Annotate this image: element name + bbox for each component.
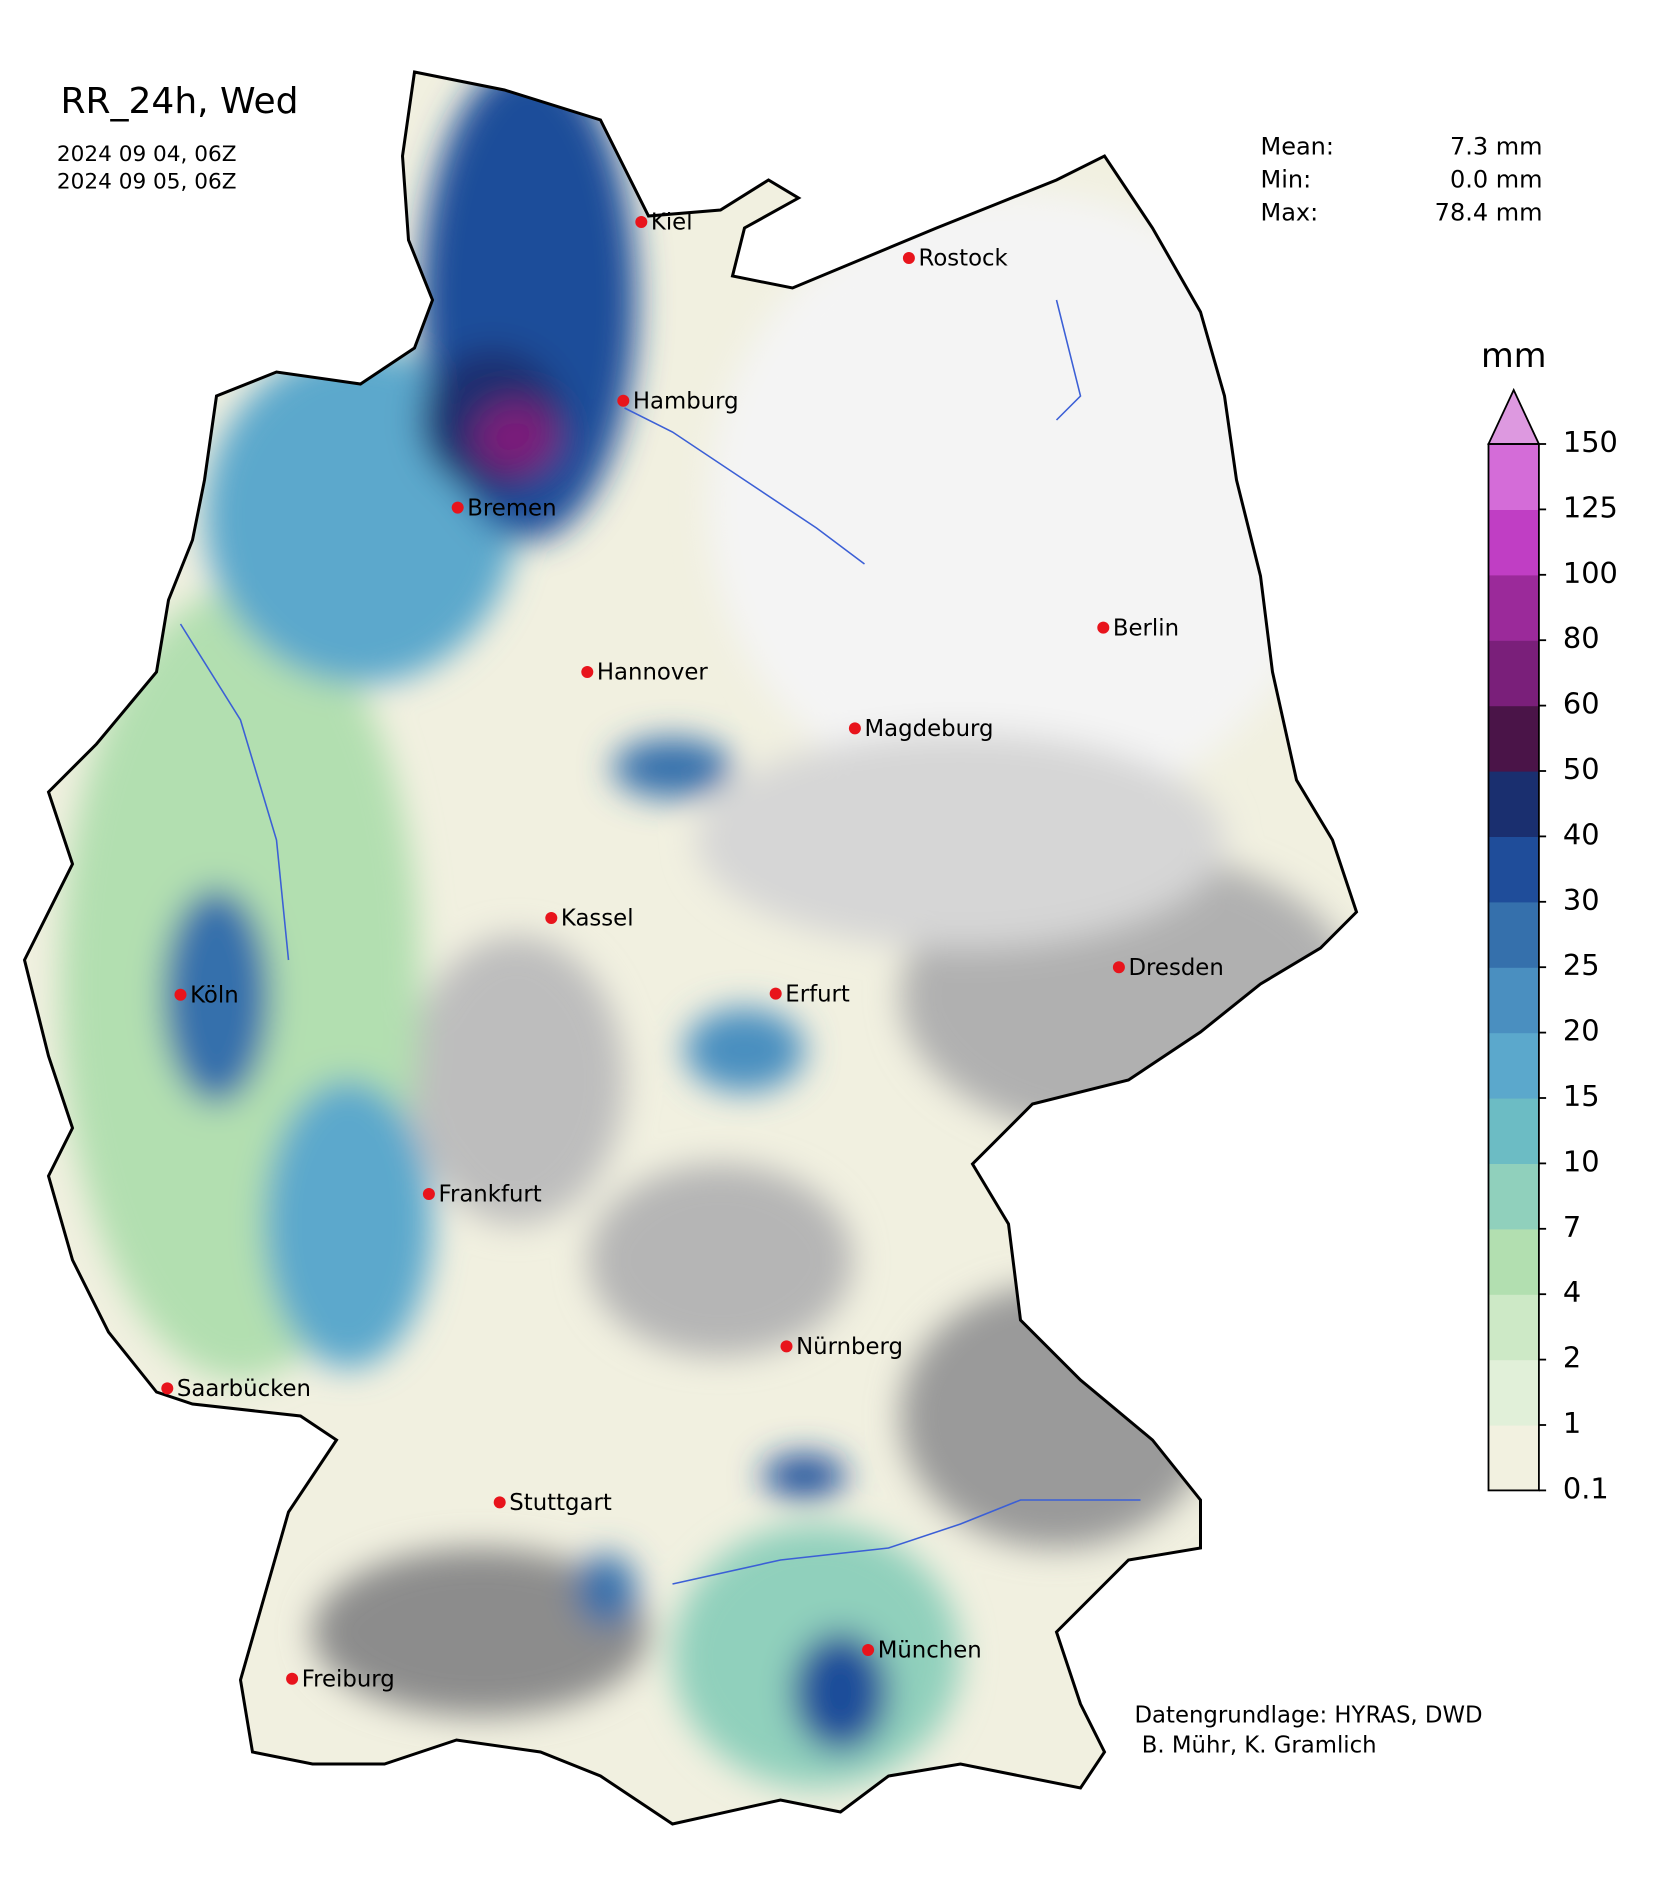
colorbar-tick-label: 7 [1563, 1210, 1581, 1244]
credit-line: Datengrundlage: HYRAS, DWD [1135, 1703, 1483, 1729]
city-label: Bremen [467, 495, 556, 521]
colorbar-segment [1488, 836, 1539, 903]
country-border [22, 70, 1359, 1826]
colorbar-tick-label: 0.1 [1563, 1471, 1609, 1505]
city-dot [902, 252, 915, 264]
city-label: Erfurt [785, 981, 850, 1007]
city-label: Dresden [1129, 955, 1224, 981]
stats: Mean: 7.3 mm Min: 0.0 mm Max: 78.4 mm [1261, 133, 1543, 227]
end-date: 2024 09 05, 06Z [57, 169, 237, 194]
colorbar-tick-label: 50 [1563, 752, 1600, 786]
city-dot [545, 912, 558, 924]
city-dot [161, 1382, 174, 1395]
city-label: Nürnberg [796, 1334, 903, 1360]
city-dot [769, 987, 782, 1000]
stat-value: 0.0 mm [1450, 166, 1543, 194]
colorbar-tick-label: 25 [1563, 948, 1600, 982]
colorbar: 0.1 1 2 4 7 10 15 20 25 30 40 50 60 80 100 125 150 mm [1481, 336, 1618, 1505]
colorbar-segment [1488, 1359, 1539, 1426]
title: RR_24h, Wed [61, 81, 299, 122]
city-dot [451, 501, 464, 514]
colorbar-segment [1488, 1098, 1539, 1164]
colorbar-tick-label: 150 [1563, 425, 1618, 459]
colorbar-segment [1488, 509, 1539, 576]
city-dot [1112, 961, 1125, 974]
city-label: München [878, 1638, 982, 1664]
colorbar-tick-label: 80 [1563, 621, 1600, 655]
colorbar-tick-label: 60 [1563, 687, 1600, 721]
colorbar-tick-label: 20 [1563, 1014, 1600, 1048]
start-date: 2024 09 04, 06Z [57, 142, 237, 167]
stat-value: 7.3 mm [1450, 133, 1543, 161]
city-label: Kiel [651, 210, 693, 236]
city-dot [862, 1644, 875, 1656]
city-dot [493, 1496, 506, 1509]
city-label: Köln [190, 983, 239, 1009]
colorbar-unit: mm [1481, 336, 1546, 375]
colorbar-segment [1488, 771, 1539, 837]
city-dot [422, 1188, 435, 1200]
colorbar-tick-label: 30 [1563, 883, 1600, 917]
colorbar-segment [1488, 444, 1539, 510]
stat-label: Max: [1261, 199, 1319, 227]
rivers [179, 299, 1141, 1585]
city-dot [581, 666, 594, 678]
colorbar-segment [1488, 1032, 1539, 1099]
colorbar-segment [1488, 705, 1539, 772]
city-dot [848, 722, 861, 735]
colorbar-segment [1488, 1163, 1539, 1230]
colorbar-tick-label: 4 [1563, 1275, 1581, 1309]
colorbar-tick-label: 100 [1563, 556, 1618, 590]
stat-label: Mean: [1261, 133, 1334, 161]
credit-line: B. Mühr, K. Gramlich [1135, 1733, 1377, 1759]
city-dot [635, 216, 648, 228]
colorbar-segment [1488, 1294, 1539, 1361]
city-label: Stuttgart [509, 1490, 612, 1516]
city-dot [286, 1672, 299, 1685]
city-label: Frankfurt [439, 1182, 542, 1208]
colorbar-segment [1488, 967, 1539, 1034]
city-label: Hannover [597, 660, 708, 686]
city-dot [174, 988, 187, 1001]
colorbar-segment [1488, 901, 1539, 968]
colorbar-tick-label: 15 [1563, 1079, 1600, 1113]
colorbar-tick-label: 10 [1563, 1144, 1600, 1178]
city-label: Hamburg [633, 389, 739, 415]
city-label: Saarbücken [177, 1376, 311, 1402]
colorbar-segment [1488, 1228, 1539, 1295]
colorbar-tick-label: 2 [1563, 1341, 1581, 1375]
city-label: Magdeburg [865, 716, 994, 742]
colorbar-extend [1487, 387, 1541, 445]
colorbar-segment [1488, 1425, 1539, 1491]
city-label: Rostock [919, 246, 1009, 272]
stat-label: Min: [1261, 166, 1312, 194]
stat-value: 78.4 mm [1435, 199, 1543, 227]
colorbar-segment [1488, 574, 1539, 641]
city-label: Kassel [561, 906, 634, 932]
colorbar-segment [1488, 640, 1539, 707]
city-dot [1097, 621, 1110, 634]
colorbar-tick-label: 1 [1563, 1406, 1581, 1440]
city-label: Freiburg [302, 1667, 395, 1693]
colorbar-tick-label: 40 [1563, 817, 1600, 851]
colorbar-tick-label: 125 [1563, 490, 1618, 524]
city-dot [617, 394, 630, 407]
cities: Kiel Rostock Hamburg Bremen Berlin Hannover Ma… [161, 210, 1224, 1693]
city-label: Berlin [1113, 615, 1179, 641]
city-dot [780, 1340, 793, 1353]
